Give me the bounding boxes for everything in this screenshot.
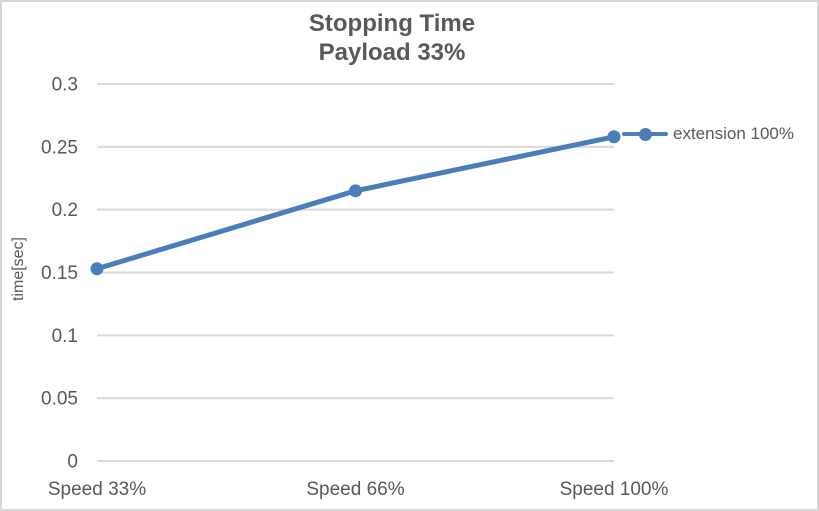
chart-title: Stopping Time Payload 33% <box>2 9 782 67</box>
legend-dot-icon <box>638 127 652 141</box>
data-point-marker <box>349 184 362 198</box>
y-tick-label: 0.25 <box>41 137 78 158</box>
data-point-marker <box>90 262 104 276</box>
series-line <box>94 134 617 272</box>
y-tick-label: 0 <box>67 452 78 473</box>
y-tick-label: 0.05 <box>41 389 78 410</box>
chart-title-line1: Stopping Time <box>308 10 476 37</box>
legend: extension 100% <box>622 124 794 144</box>
legend-line-marker-icon <box>622 127 668 141</box>
y-tick-label: 0.1 <box>52 326 78 347</box>
x-tick-label: Speed 100% <box>560 479 669 500</box>
y-tick-label: 0.15 <box>41 263 78 284</box>
x-tick-label: Speed 66% <box>306 479 404 500</box>
legend-label: extension 100% <box>673 124 794 143</box>
data-point-marker <box>607 130 621 144</box>
y-tick-label: 0.2 <box>52 200 78 221</box>
x-tick-label: Speed 33% <box>48 479 146 500</box>
chart-title-line2: Payload 33% <box>318 39 466 66</box>
y-tick-label: 0.3 <box>52 75 78 96</box>
